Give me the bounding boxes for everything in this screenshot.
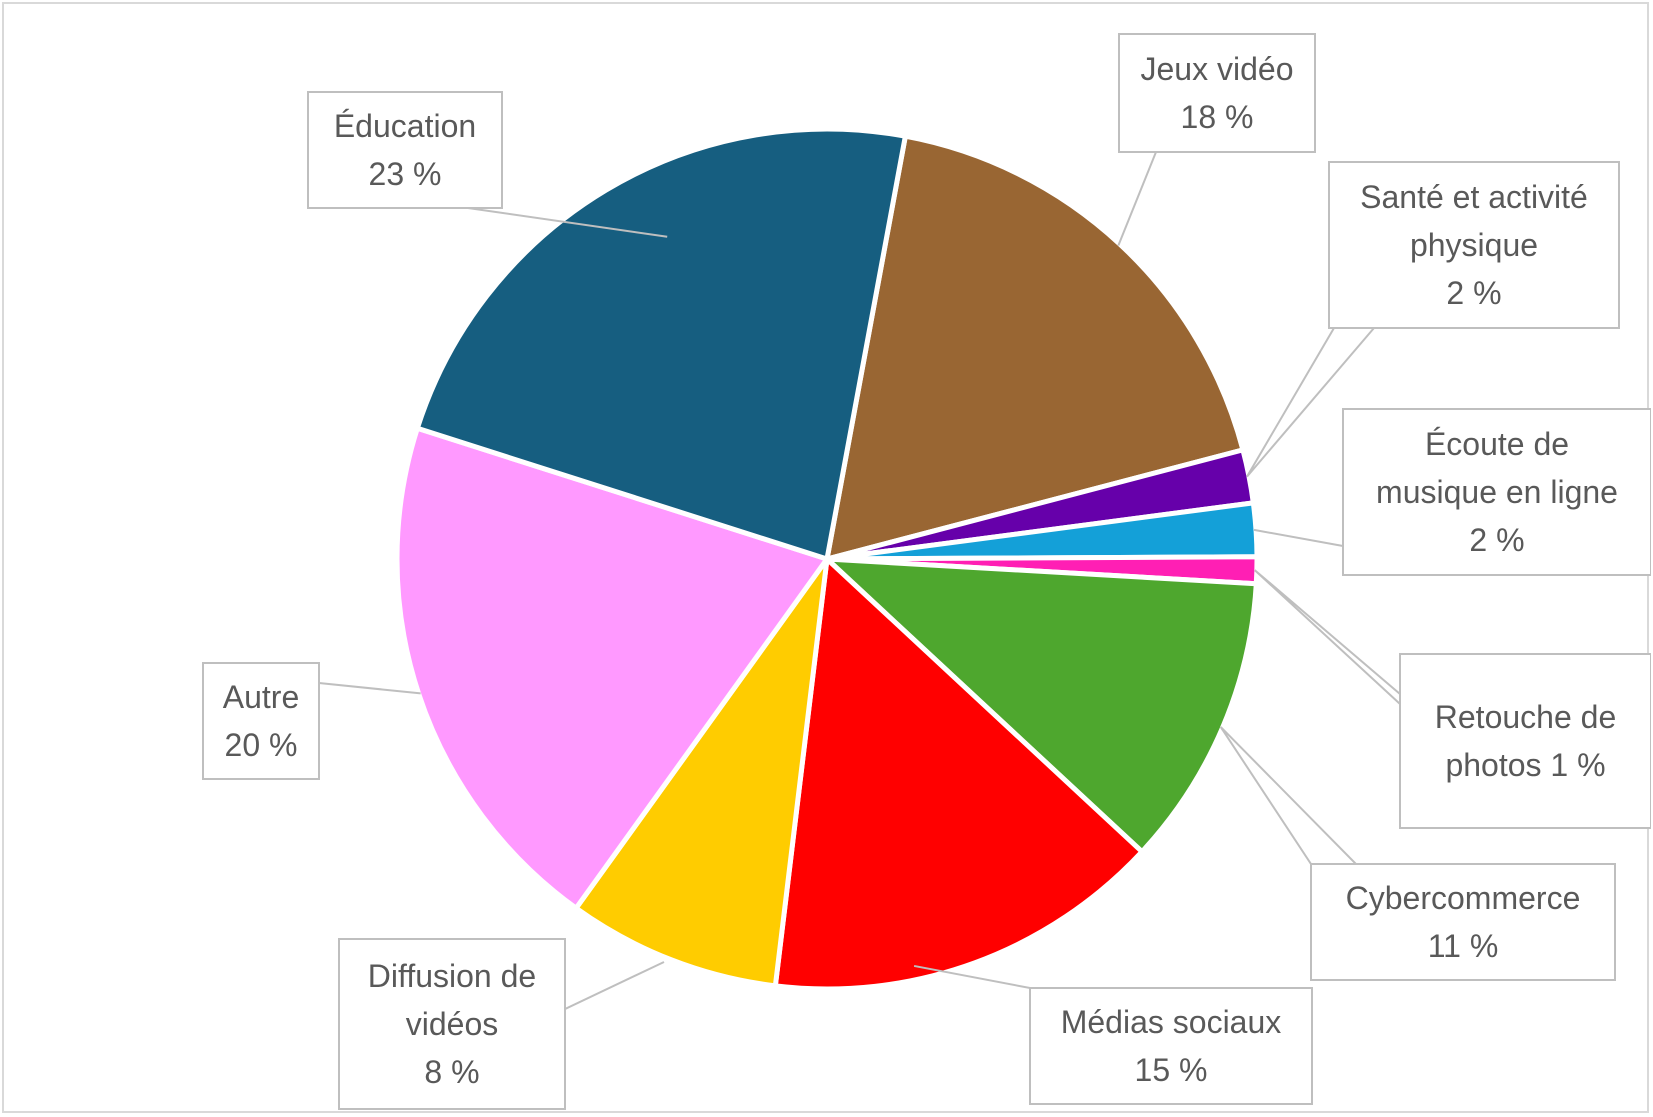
data-label-value: 23 % <box>369 156 442 192</box>
data-label-value: 8 % <box>424 1054 479 1090</box>
leader-line-diffusion-de-videos <box>564 961 665 1011</box>
leader-line-autre <box>318 682 421 695</box>
data-label-box <box>1029 987 1313 1105</box>
data-label-box <box>307 91 503 209</box>
data-labels: Jeux vidéo 18 % Santé et activité physique 2… <box>202 33 1651 1110</box>
data-label-value: 11 % <box>1428 928 1499 964</box>
data-label-box <box>1310 863 1616 981</box>
pie-slice-education <box>414 126 908 562</box>
pie-slices <box>394 126 1260 992</box>
data-label-jeux-video: Jeux vidéo 18 % <box>1118 33 1316 153</box>
data-label-box <box>1328 161 1620 329</box>
data-label-value: 2 % <box>1469 522 1524 558</box>
data-label-education: Éducation 23 % <box>307 91 503 209</box>
data-label-value: photos 1 % <box>1445 747 1605 783</box>
leader-line-jeux-video <box>1117 151 1157 246</box>
data-label-text: Éducation <box>334 108 476 144</box>
data-label-text: Retouche de <box>1435 699 1616 735</box>
data-label-medias-sociaux: Médias sociaux 15 % <box>1029 987 1313 1105</box>
data-label-text: Autre <box>223 679 299 715</box>
leader-line-retouche-de-photos <box>1254 569 1401 707</box>
data-label-value: 18 % <box>1181 99 1254 135</box>
data-label-value: 15 % <box>1135 1052 1208 1088</box>
data-label-cybercommerce: Cybercommerce 11 % <box>1310 863 1616 981</box>
data-label-text: physique <box>1410 227 1538 263</box>
data-label-retouche-de-photos: Retouche de photos 1 % <box>1399 653 1651 829</box>
data-label-value: 20 % <box>225 727 298 763</box>
data-label-text: Jeux vidéo <box>1141 51 1294 87</box>
data-label-box <box>1342 408 1651 576</box>
data-label-ecoute-de-musique-en-ligne: Écoute de musique en ligne 2 % <box>1342 408 1651 576</box>
data-label-text: Médias sociaux <box>1061 1004 1282 1040</box>
data-label-text: Diffusion de <box>368 958 536 994</box>
data-label-text: musique en ligne <box>1376 474 1618 510</box>
data-label-box <box>202 662 320 780</box>
pie-slice-medias-sociaux <box>772 556 1145 992</box>
data-label-text: vidéos <box>406 1006 499 1042</box>
data-label-text: Santé et activité <box>1360 179 1588 215</box>
data-label-box <box>1118 33 1316 153</box>
pie-slice-diffusion-de-videos <box>573 556 830 989</box>
data-label-box <box>338 938 566 1110</box>
data-label-sante-et-activite-physique: Santé et activité physique 2 % <box>1328 161 1620 329</box>
data-label-text: Écoute de <box>1425 426 1569 462</box>
leader-line-ecoute-de-musique-en-ligne <box>1253 528 1344 547</box>
leader-line-sante-et-activite-physique <box>1246 327 1375 478</box>
pie-chart: Jeux vidéo 18 % Santé et activité physique 2… <box>202 33 1651 1110</box>
leader-line-cybercommerce <box>1219 726 1359 865</box>
data-label-diffusion-de-videos: Diffusion de vidéos 8 % <box>338 938 566 1110</box>
data-label-value: 2 % <box>1446 275 1501 311</box>
data-label-box <box>1399 653 1651 829</box>
data-label-text: Cybercommerce <box>1346 880 1581 916</box>
data-label-autre: Autre 20 % <box>202 662 320 780</box>
